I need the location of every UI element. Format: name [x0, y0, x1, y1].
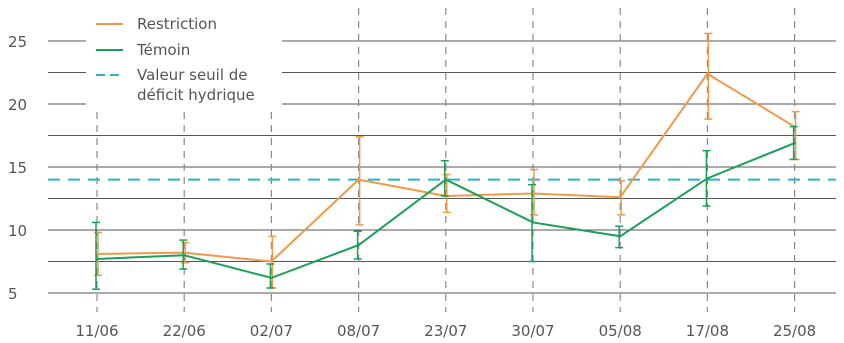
series-temoin: [92, 125, 798, 290]
data-point-temoin: [793, 141, 796, 145]
y-tick-label: 15: [8, 159, 27, 177]
y-tick-label: 25: [8, 33, 27, 51]
legend: Restriction Témoin Valeur seuil de défic…: [86, 8, 282, 106]
data-point-restriction: [270, 260, 273, 263]
data-point-temoin: [95, 257, 99, 261]
data-point-temoin: [183, 254, 186, 257]
y-tick-label: 20: [8, 96, 27, 114]
x-tick-label: 23/07: [424, 322, 467, 340]
x-axis-ticks: 11/06 22/06 02/07 08/07 23/07 30/07 05/08 17/08…: [75, 322, 816, 340]
legend-label-threshold-line1: Valeur seuil de: [137, 66, 248, 84]
data-point-temoin: [444, 178, 447, 181]
x-tick-label: 08/07: [337, 322, 380, 340]
data-point-restriction: [619, 196, 622, 199]
x-tick-label: 11/06: [75, 322, 118, 340]
x-tick-label: 05/08: [599, 322, 642, 340]
x-tick-label: 22/06: [163, 322, 206, 340]
data-point-temoin: [357, 243, 360, 247]
data-point-restriction: [706, 72, 709, 75]
data-point-restriction: [357, 178, 360, 181]
legend-label-threshold-line2: déficit hydrique: [137, 86, 255, 104]
x-tick-label: 30/07: [511, 322, 554, 340]
x-tick-label: 02/07: [250, 322, 293, 340]
x-tick-label: 25/08: [773, 322, 816, 340]
legend-label-restriction: Restriction: [137, 15, 217, 33]
x-tick-label: 17/08: [686, 322, 729, 340]
data-point-temoin: [270, 276, 273, 280]
data-point-temoin: [706, 177, 709, 180]
legend-label-temoin: Témoin: [136, 41, 190, 59]
y-axis-ticks: 5 10 15 20 25: [8, 33, 27, 303]
y-tick-label: 5: [8, 285, 18, 303]
data-point-temoin: [531, 221, 535, 224]
y-tick-label: 10: [8, 222, 27, 240]
series-group: [92, 32, 800, 290]
data-point-temoin: [619, 235, 622, 238]
